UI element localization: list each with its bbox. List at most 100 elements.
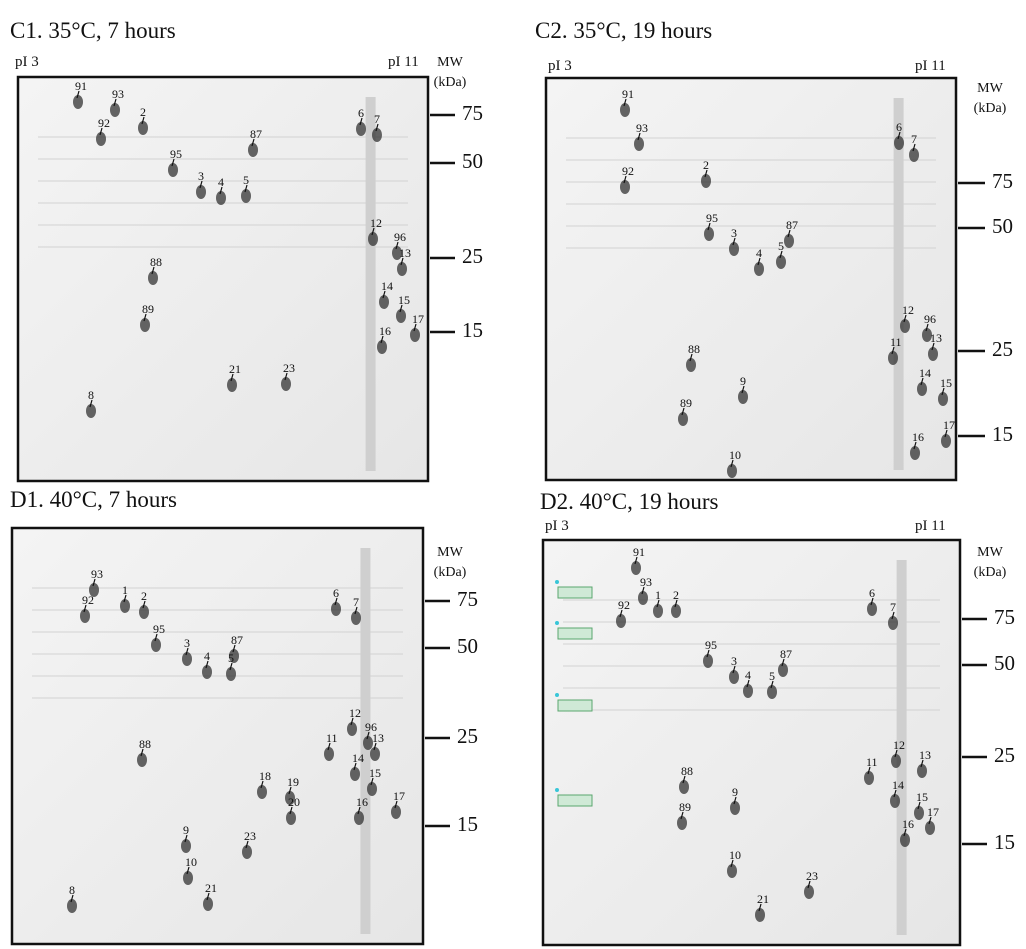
protein-spot <box>738 390 748 404</box>
spot-pointer <box>327 742 331 751</box>
pi-right: pI 11 <box>915 518 946 534</box>
spot-label: 95 <box>170 147 182 161</box>
spot-label: 10 <box>729 848 741 862</box>
protein-spot <box>631 561 641 575</box>
spot-label: 16 <box>379 324 391 338</box>
spot-pointer <box>151 266 155 275</box>
protein-spot <box>257 785 267 799</box>
spot-pointer <box>123 594 127 603</box>
spot-pointer <box>897 131 901 140</box>
mw-label: MW <box>437 545 463 560</box>
spot-pointer <box>920 377 924 386</box>
mw-tick-label: 75 <box>994 605 1015 629</box>
spot-pointer <box>229 662 233 671</box>
spot-pointer <box>891 346 895 355</box>
spot-label: 12 <box>370 216 382 230</box>
mw-label: MW <box>977 545 1003 560</box>
spot-label: 13 <box>399 246 411 260</box>
protein-spot <box>137 753 147 767</box>
protein-spot <box>202 665 212 679</box>
spot-pointer <box>903 314 907 323</box>
spot-pointer <box>867 766 871 775</box>
spot-label: 7 <box>353 595 359 609</box>
pi-left: pI 3 <box>548 58 572 74</box>
spot-pointer <box>371 227 375 236</box>
protein-spot <box>67 899 77 913</box>
protein-spot <box>379 295 389 309</box>
spot-label: 16 <box>902 817 914 831</box>
marker-tag <box>557 586 593 599</box>
spot-pointer <box>184 834 188 843</box>
spot-label: 6 <box>869 586 875 600</box>
mw-tick-label: 50 <box>457 634 478 658</box>
protein-spot <box>120 599 130 613</box>
mw-tick-label: 15 <box>992 422 1013 446</box>
panel-title: C2. 35°C, 19 hours <box>535 18 712 43</box>
protein-spot <box>864 771 874 785</box>
protein-spot <box>363 736 373 750</box>
spot-label: 4 <box>218 175 224 189</box>
spot-pointer <box>913 441 917 450</box>
spot-label: 2 <box>140 105 146 119</box>
spot-pointer <box>944 429 948 438</box>
spot-pointer <box>732 665 736 674</box>
spot-pointer <box>894 749 898 758</box>
spot-pointer <box>232 644 236 653</box>
spot-label: 16 <box>912 430 924 444</box>
protein-spot <box>925 821 935 835</box>
spot-label: 15 <box>369 766 381 780</box>
spot-label: 21 <box>757 892 769 906</box>
spot-pointer <box>758 903 762 912</box>
spot-pointer <box>186 866 190 875</box>
spot-label: 92 <box>98 116 110 130</box>
spot-label: 8 <box>88 388 94 402</box>
protein-spot <box>938 392 948 406</box>
spot-label: 3 <box>184 636 190 650</box>
protein-spot <box>730 801 740 815</box>
spot-pointer <box>733 796 737 805</box>
spot-pointer <box>359 117 363 126</box>
protein-spot <box>922 328 932 342</box>
protein-spot <box>281 377 291 391</box>
spot-label: 3 <box>731 654 737 668</box>
spot-pointer <box>741 385 745 394</box>
mw-tick-label: 75 <box>457 587 478 611</box>
kda-label: (kDa) <box>974 565 1007 580</box>
spot-label: 12 <box>902 303 914 317</box>
protein-spot <box>778 663 788 677</box>
spot-pointer <box>656 599 660 608</box>
protein-spot <box>743 684 753 698</box>
protein-spot <box>89 583 99 597</box>
spot-label: 2 <box>673 588 679 602</box>
protein-spot <box>755 908 765 922</box>
spot-label: 93 <box>636 121 648 135</box>
spot-label: 14 <box>919 366 931 380</box>
protein-spot <box>168 163 178 177</box>
spot-label: 96 <box>365 720 377 734</box>
panel-title: D1. 40°C, 7 hours <box>10 487 177 512</box>
spot-label: 91 <box>633 545 645 559</box>
spot-label: 88 <box>150 255 162 269</box>
pi-right: pI 11 <box>388 54 419 70</box>
spot-pointer <box>350 717 354 726</box>
mw-tick-label: 25 <box>462 244 483 268</box>
pi-left: pI 3 <box>15 54 39 70</box>
protein-spot <box>704 227 714 241</box>
spot-label: 14 <box>381 279 393 293</box>
protein-spot <box>227 378 237 392</box>
protein-spot <box>677 816 687 830</box>
spot-label: 5 <box>769 669 775 683</box>
spot-pointer <box>185 647 189 656</box>
spot-label: 12 <box>893 738 905 752</box>
spot-label: 7 <box>890 600 896 614</box>
protein-spot <box>203 897 213 911</box>
spot-label: 2 <box>141 589 147 603</box>
spot-label: 13 <box>919 748 931 762</box>
spot-pointer <box>230 373 234 382</box>
protein-spot <box>620 103 630 117</box>
spot-pointer <box>413 323 417 332</box>
kda-label: (kDa) <box>434 75 467 90</box>
spot-label: 1 <box>655 588 661 602</box>
spot-label: 4 <box>204 649 210 663</box>
spot-pointer <box>757 257 761 266</box>
